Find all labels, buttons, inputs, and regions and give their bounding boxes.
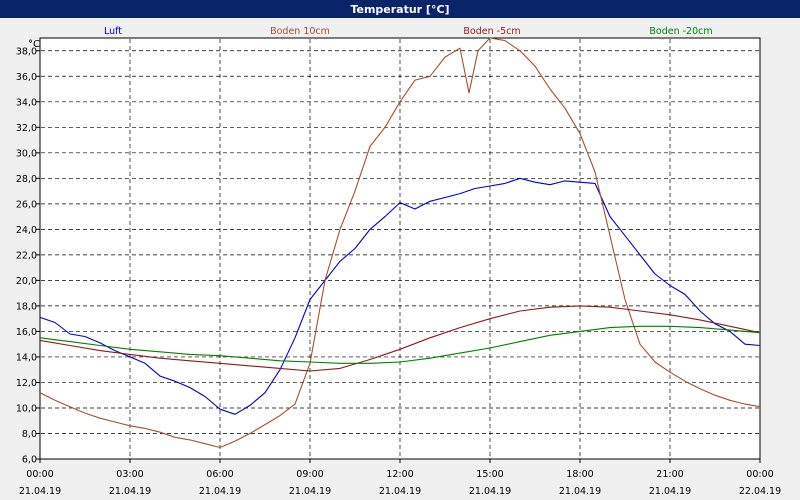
x-tick-time-label: 15:00 bbox=[476, 469, 503, 480]
legend-item: Luft bbox=[104, 26, 122, 37]
x-tick-date-label: 21.04.19 bbox=[289, 486, 331, 497]
y-tick-label: 30,0 bbox=[16, 148, 37, 159]
series-line-0 bbox=[39, 177, 761, 415]
legend-item: Boden 10cm bbox=[270, 26, 330, 37]
y-tick-label: 8,0 bbox=[22, 429, 37, 440]
y-tick-label: 24,0 bbox=[16, 225, 37, 236]
legend: Luft Boden 10cm Boden -5cm Boden -20cm bbox=[104, 26, 713, 37]
x-tick-date-label: 21.04.19 bbox=[559, 486, 601, 497]
y-axis-unit: °C bbox=[28, 39, 40, 50]
y-tick-label: 32,0 bbox=[16, 123, 37, 134]
legend-item: Boden -5cm bbox=[463, 26, 520, 37]
y-tick-label: 38,0 bbox=[16, 46, 37, 57]
y-tick-label: 28,0 bbox=[16, 174, 37, 185]
y-tick-label: 20,0 bbox=[16, 276, 37, 287]
x-tick-time-label: 12:00 bbox=[386, 469, 413, 480]
y-tick-label: 26,0 bbox=[16, 199, 37, 210]
y-tick-label: 36,0 bbox=[16, 72, 37, 83]
y-tick-label: 16,0 bbox=[16, 327, 37, 338]
y-tick-label: 18,0 bbox=[16, 301, 37, 312]
y-tick-label: 14,0 bbox=[16, 352, 37, 363]
x-tick-date-label: 22.04.19 bbox=[739, 486, 781, 497]
window-title: Temperatur [°C] bbox=[0, 0, 800, 18]
series-line-2 bbox=[39, 305, 761, 372]
series-line-3 bbox=[39, 325, 761, 364]
y-tick-label: 6,0 bbox=[22, 455, 37, 466]
x-tick-time-label: 21:00 bbox=[656, 469, 683, 480]
x-tick-time-label: 00:00 bbox=[26, 469, 53, 480]
series-line-1 bbox=[39, 37, 761, 449]
y-tick-label: 34,0 bbox=[16, 97, 37, 108]
x-tick-time-label: 03:00 bbox=[116, 469, 143, 480]
x-tick-time-label: 00:00 bbox=[746, 469, 773, 480]
y-tick-label: 22,0 bbox=[16, 250, 37, 261]
x-tick-time-label: 18:00 bbox=[566, 469, 593, 480]
x-tick-date-label: 21.04.19 bbox=[109, 486, 151, 497]
x-tick-date-label: 21.04.19 bbox=[469, 486, 511, 497]
x-tick-time-label: 09:00 bbox=[296, 469, 323, 480]
x-tick-date-label: 21.04.19 bbox=[649, 486, 691, 497]
plot-area bbox=[39, 37, 761, 460]
y-tick-label: 12,0 bbox=[16, 378, 37, 389]
x-tick-date-label: 21.04.19 bbox=[19, 486, 61, 497]
y-tick-label: 10,0 bbox=[16, 403, 37, 414]
legend-item: Boden -20cm bbox=[649, 26, 712, 37]
x-tick-time-label: 06:00 bbox=[206, 469, 233, 480]
series-lines bbox=[39, 37, 761, 449]
x-tick-date-label: 21.04.19 bbox=[199, 486, 241, 497]
axis-ticks: 6,0 8,0 10,0 12,0 14,0 16,0 18,0 20,0 22,0 24,0 26… bbox=[16, 46, 781, 497]
x-tick-date-label: 21.04.19 bbox=[379, 486, 421, 497]
